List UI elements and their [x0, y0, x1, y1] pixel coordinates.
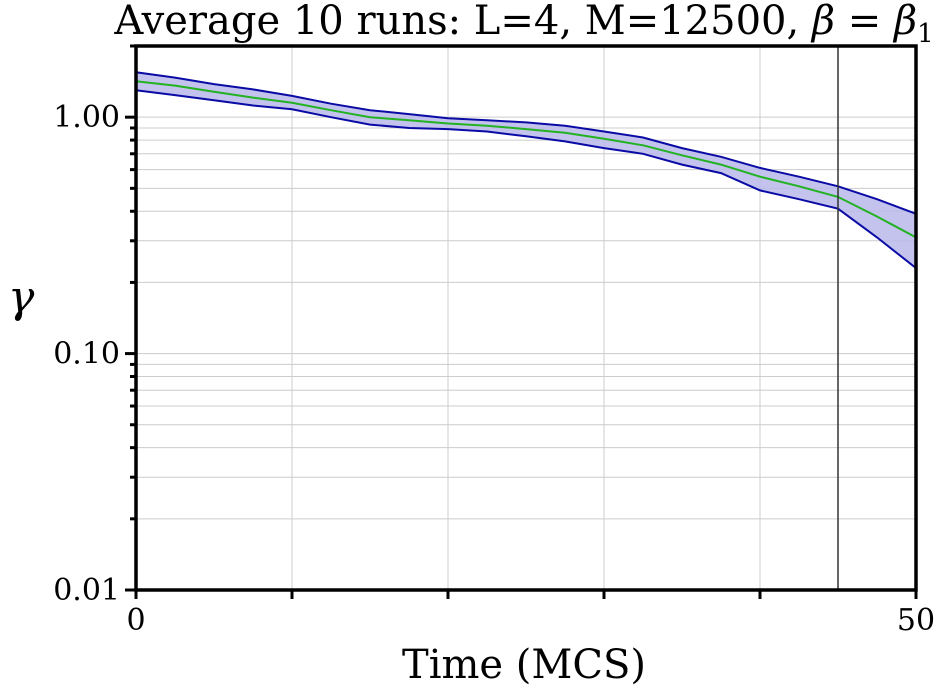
x-tick-label: 0 — [126, 603, 145, 638]
lower-bound-line — [135, 89, 917, 269]
upper-bound-line — [135, 71, 917, 215]
x-axis-label: Time (MCS) — [402, 642, 646, 688]
y-tick-label: 0.10 — [53, 337, 120, 372]
y-tick-label: 0.01 — [53, 573, 120, 608]
y-tick-label: 1.00 — [53, 100, 120, 135]
mean-line — [135, 80, 917, 239]
x-tick-label: 50 — [897, 603, 935, 638]
axis-ticks — [125, 44, 918, 599]
plot-frame — [134, 44, 918, 592]
tick-labels: 0 50 0.01 0.10 1.00 — [53, 100, 935, 638]
y-axis-label: γ — [8, 272, 35, 323]
chart-title: Average 10 runs: L=4, M=12500, β = β1 — [113, 0, 933, 49]
confidence-band — [136, 72, 916, 269]
